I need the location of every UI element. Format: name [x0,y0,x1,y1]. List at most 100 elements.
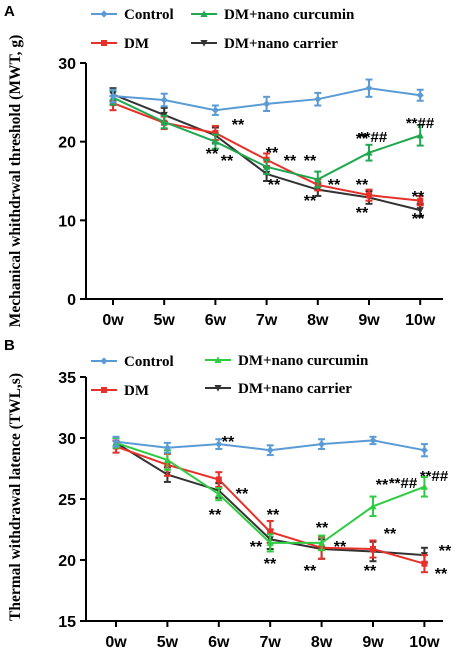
data-point [420,446,428,454]
y-tick-label: 25 [58,492,76,509]
significance-annotation: ** [304,563,317,580]
data-point [267,528,274,535]
data-point [211,138,219,145]
legend-entry: Control [91,7,174,23]
x-tick-label: 10w [405,312,436,329]
significance-annotation: ** [334,539,347,556]
legend-swatch-marker [101,387,107,393]
series-control [112,435,428,458]
x-tick-label: 5w [154,312,176,329]
significance-annotation: ** [356,205,369,222]
series-dm-nano-curcumin [112,437,428,553]
significance-annotation: ** [384,526,397,543]
legend-entry: DM+nano curcumin [205,353,369,369]
significance-annotation: ** [232,117,245,134]
significance-annotation: ** [364,563,377,580]
legend-swatch-marker [200,40,208,47]
legend-entry: DM+nano carrier [191,36,338,52]
significance-annotation: ** [304,193,317,210]
legend-label: DM [124,36,149,52]
data-point [318,440,326,448]
significance-annotation: **## [406,115,435,132]
x-tick-label: 6w [205,312,227,329]
legend-swatch-marker [100,10,108,18]
x-tick-label: 9w [358,312,380,329]
data-point [369,502,377,510]
significance-annotation: ** [268,177,281,194]
data-point [160,96,168,104]
significance-annotation: ** [356,131,369,148]
y-tick-label: 35 [58,370,76,387]
data-point [266,539,274,546]
y-tick-label: 30 [58,431,76,448]
data-point [314,175,322,183]
legend-swatch-marker [214,385,222,392]
significance-annotation: ** [267,507,280,524]
significance-annotation: ** [221,153,234,170]
significance-annotation: ** [412,189,425,206]
significance-annotation: ** [328,177,341,194]
y-tick-label: 20 [58,135,76,152]
significance-annotation: **## [420,468,449,485]
x-tick-label: 7w [260,634,282,649]
y-tick-label: 20 [58,553,76,570]
legend-swatch-marker [100,357,108,365]
legend-label: Control [124,7,174,23]
significance-annotation: ** [356,177,369,194]
significance-annotation: ** [209,507,222,524]
significance-annotation: ** [439,543,452,560]
data-point [215,490,223,498]
significance-annotation: ** [304,153,317,170]
panel-label: A [4,3,15,20]
significance-annotation: **## [389,475,418,492]
legend-label: DM [124,383,149,399]
data-point [215,476,222,483]
data-point [416,131,424,139]
x-tick-label: 0w [102,312,124,329]
legend-entry: DM [91,36,149,52]
legend-swatch-marker [200,10,208,17]
x-tick-label: 9w [362,634,384,649]
y-axis-label: Thermal withdrawal latence (TWL,s) [7,373,24,621]
y-tick-label: 10 [58,213,76,230]
x-tick-label: 6w [208,634,230,649]
significance-annotation: ** [236,486,249,503]
legend-swatch-marker [101,40,107,46]
legend-entry: DM+nano curcumin [191,7,355,23]
data-point [416,91,424,99]
legend-label: DM+nano carrier [224,36,338,52]
data-point [420,483,428,490]
x-tick-label: 5w [157,634,179,649]
data-point [365,149,373,156]
legend-label: DM+nano curcumin [238,353,369,369]
data-point [160,118,168,125]
panel-label: B [4,337,15,354]
panel-b: B Thermal withdrawal latence (TWL,s) 15 20 2… [4,337,452,649]
panel-a: A Mechanical whithdrwal threshold (MWT, g… [4,3,443,329]
significance-annotation: ** [206,146,219,163]
data-point [365,84,373,92]
data-point [266,446,274,454]
legend-swatch-marker [214,356,222,363]
significance-annotation: **## [359,129,388,146]
x-tick-label: 10w [409,634,440,649]
data-point [416,207,424,214]
data-point [314,95,322,103]
series-control [109,78,424,116]
data-point [318,539,326,546]
data-point [366,192,372,199]
data-point [211,106,219,114]
significance-annotation: ** [316,520,329,537]
x-tick-label: 8w [307,312,329,329]
data-point [421,560,428,567]
data-point [369,436,377,445]
data-point [370,546,376,553]
data-point [417,197,424,204]
y-tick-label: 0 [67,292,76,309]
data-point [263,100,271,108]
series-dm-nano-curcumin [109,89,424,189]
data-point [109,92,117,100]
legend-label: Control [124,354,174,370]
significance-annotation: ** [266,145,279,162]
